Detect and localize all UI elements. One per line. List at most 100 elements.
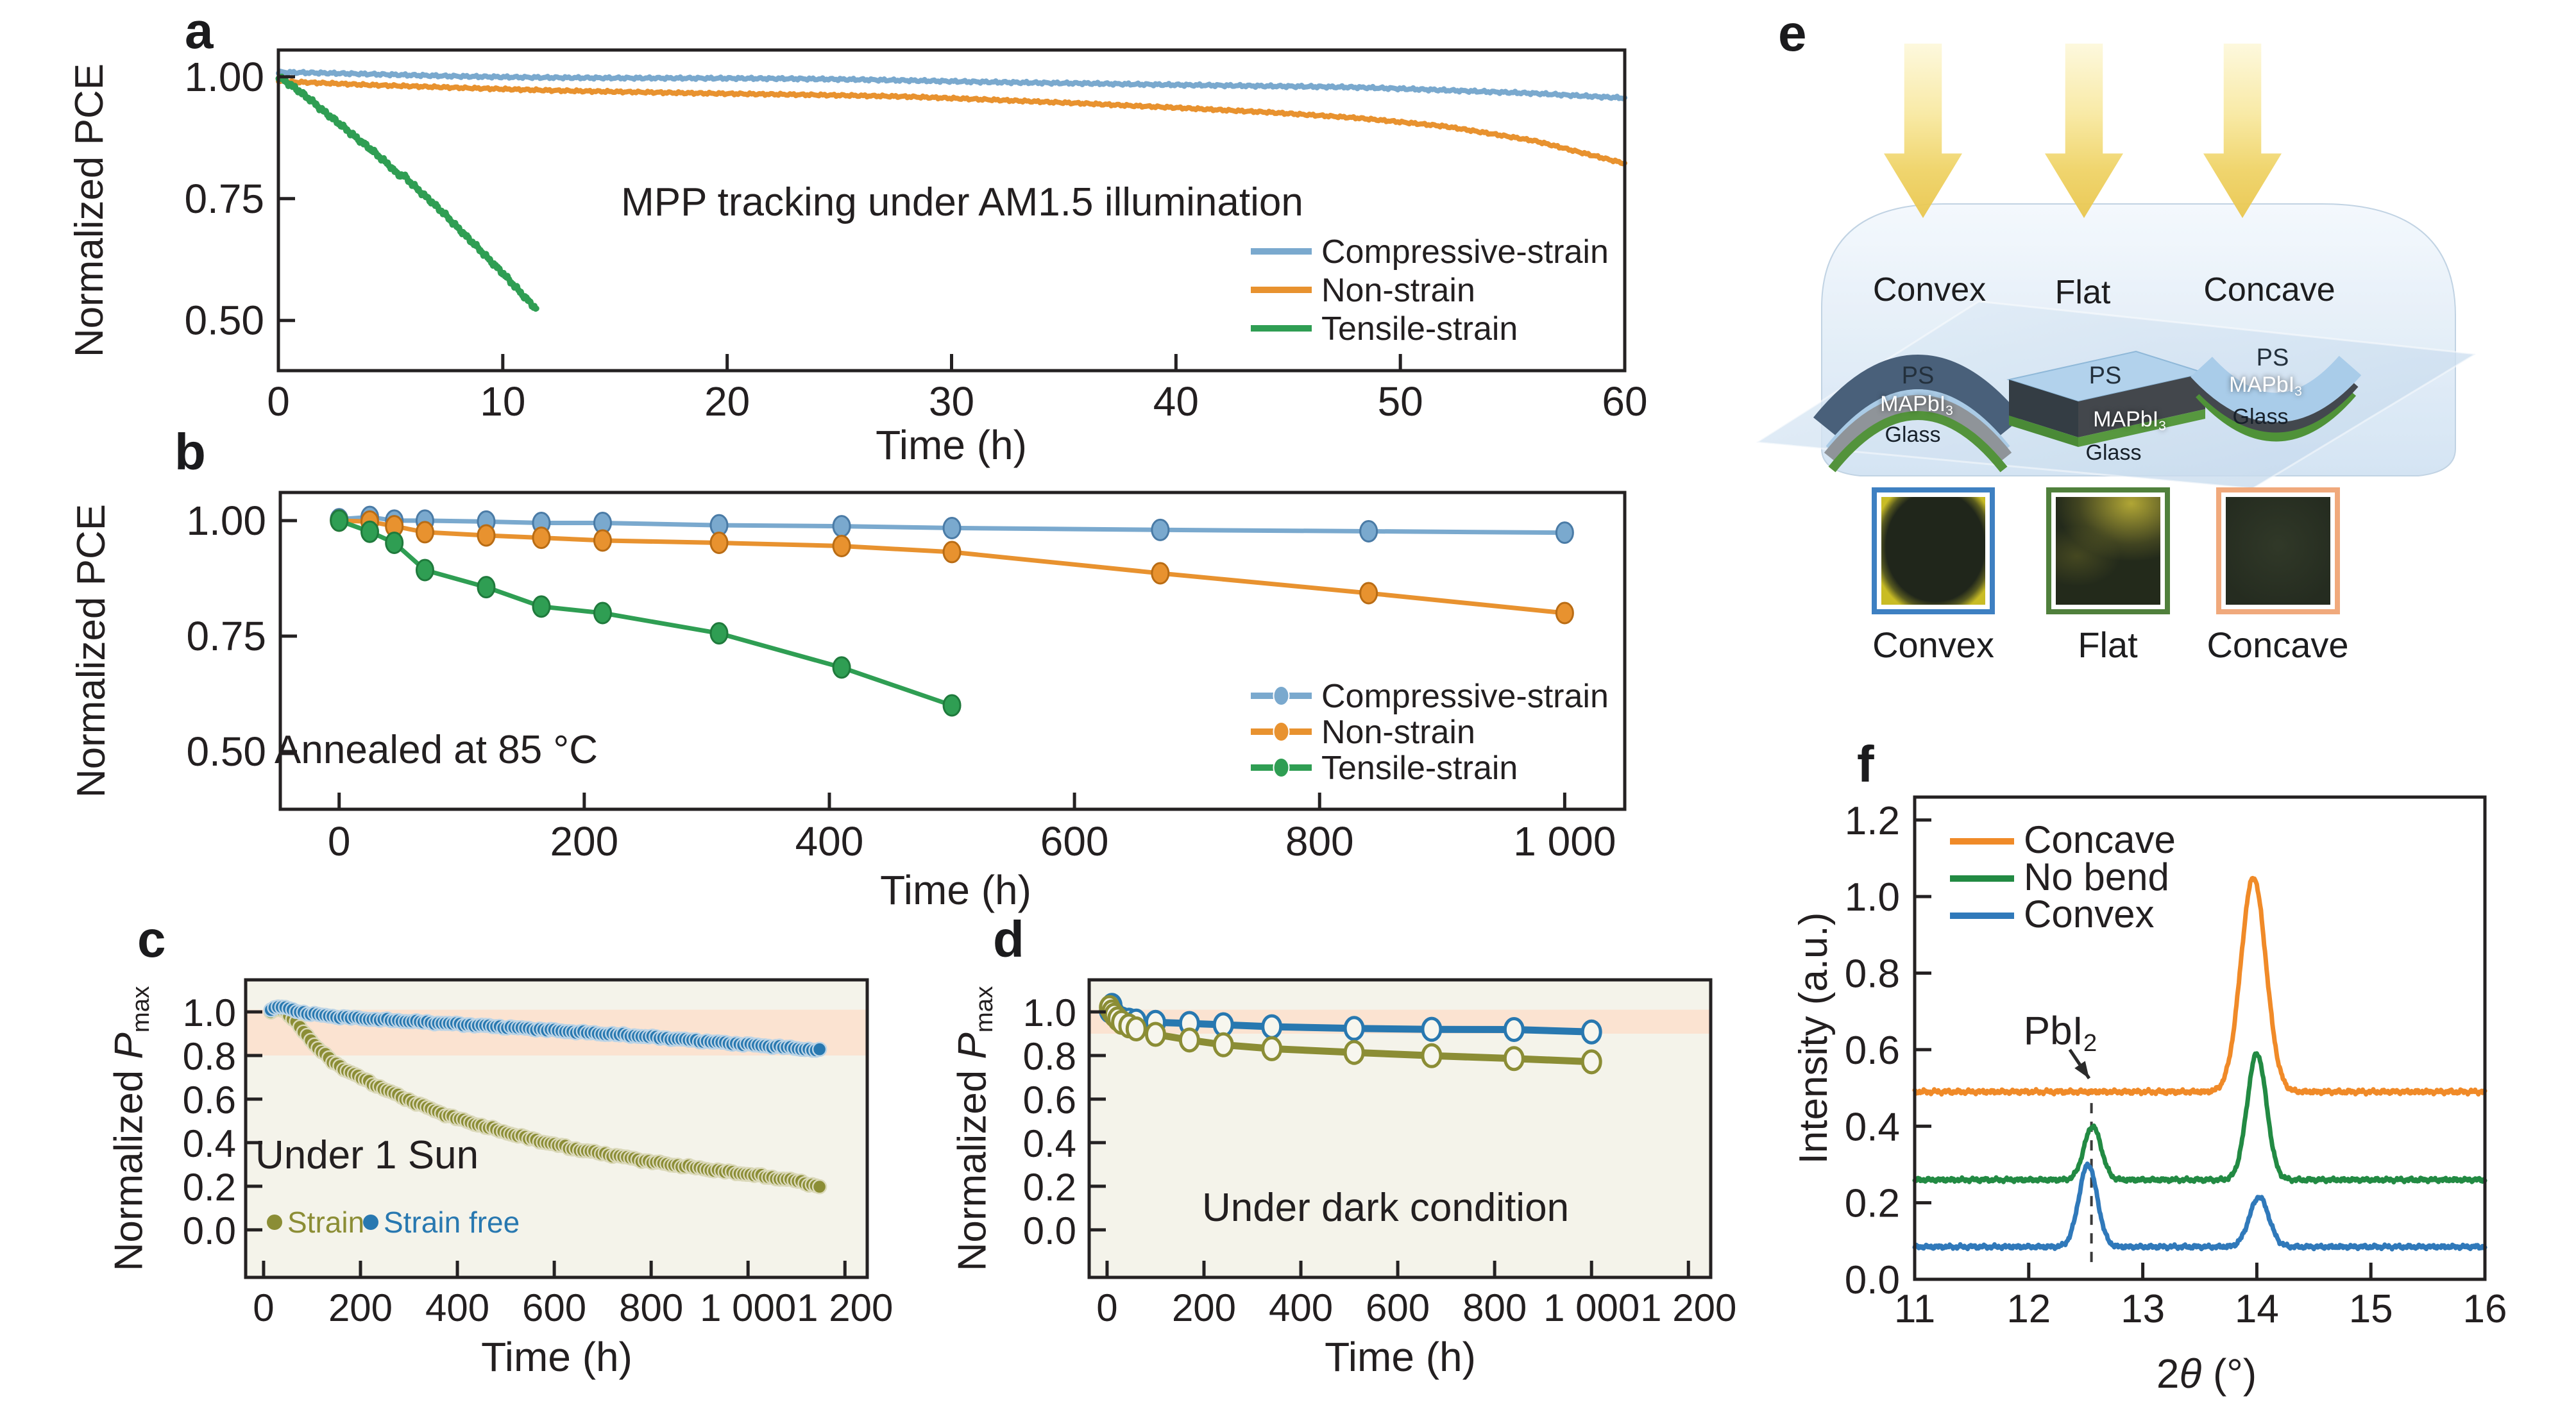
convex-photo-label: Convex [1872, 625, 1994, 665]
y-tick-label: 0.6 [1845, 1029, 1900, 1073]
x-tick-label: 14 [2235, 1287, 2279, 1331]
legend-label: Non-strain [1321, 272, 1475, 309]
series-non-strain [330, 509, 1574, 625]
x-tick-label: 400 [1269, 1286, 1333, 1329]
convex-title: Convex [1872, 271, 1987, 308]
x-tick-label: 20 [704, 378, 750, 425]
x-tick-label: 200 [550, 818, 618, 864]
x-tick-label: 1 000 [1543, 1286, 1640, 1329]
convex-photo [1872, 487, 1995, 614]
concave-ps-label: PS [2256, 344, 2289, 371]
y-tick-label: 0.8 [183, 1035, 236, 1078]
x-tick-label: 600 [1366, 1286, 1430, 1329]
legend-label: No bend [2024, 855, 2169, 898]
x-tick-label: 40 [1153, 378, 1199, 425]
flat-photo-image [2056, 497, 2160, 605]
x-tick-label: 16 [2463, 1287, 2507, 1331]
concave-mapbi-label: MAPbI3 [2229, 373, 2302, 399]
concave-sample [2190, 355, 2362, 442]
x-tick-label: 11 [1894, 1287, 1935, 1331]
axis-label-normalized-pmax-d: Normalized Pmax [950, 986, 999, 1272]
y-tick-label: 0.6 [1023, 1079, 1076, 1122]
axis-label-2theta: 2θ (°) [2156, 1350, 2257, 1397]
y-tick-label: 0.50 [186, 728, 266, 775]
plot-frame [1087, 978, 1713, 1279]
x-tick-label: 0 [253, 1286, 274, 1329]
x-tick-label: 600 [1040, 818, 1109, 864]
y-tick-label: 0.75 [186, 613, 266, 659]
legend-label: Concave [2024, 818, 2176, 861]
y-tick-label: 0.2 [1845, 1182, 1900, 1226]
x-tick-label: 15 [2349, 1287, 2393, 1331]
y-tick-label: 0.0 [183, 1209, 236, 1252]
y-axis-title: Normalized PCE [67, 63, 112, 357]
y-axis-title: Intensity (a.u.) [1792, 913, 1836, 1165]
series-strain-free [263, 999, 827, 1058]
plot-frame [278, 491, 1627, 811]
series-tensile-strain [330, 509, 962, 717]
x-axis-title: Time (h) [1325, 1334, 1476, 1380]
y-tick-label: 1.0 [1845, 875, 1900, 920]
series-convex [1912, 1161, 2487, 1252]
flat-mapbi-label: MAPbI3 [2093, 407, 2166, 433]
y-tick-label: 0.50 [184, 298, 264, 344]
concave-photo-image [2226, 497, 2330, 605]
x-tick-label: 800 [619, 1286, 683, 1329]
plot-frame [1913, 795, 2487, 1281]
x-tick-label: 800 [1285, 818, 1354, 864]
flat-sample [2006, 350, 2208, 447]
y-tick-label: 0.4 [183, 1122, 236, 1165]
y-tick-label: 1.0 [1023, 991, 1076, 1034]
convex-ps-label: PS [1901, 362, 1935, 389]
flat-title: Flat [2055, 274, 2111, 311]
concave-photo-label: Concave [2207, 625, 2349, 665]
pbi2-arrowhead [2074, 1061, 2089, 1079]
x-tick-label: 1 200 [1640, 1286, 1736, 1329]
y-tick-label: 0.2 [183, 1166, 236, 1209]
series-concave [1912, 875, 2487, 1097]
annotation-a: MPP tracking under AM1.5 illumination [621, 180, 1303, 224]
flat-photo [2046, 487, 2170, 614]
y-tick-label: 0.75 [184, 176, 264, 222]
legend-label: Tensile-strain [1321, 310, 1518, 348]
y-tick-label: 0.4 [1023, 1122, 1076, 1165]
convex-mapbi-label: MAPbI3 [1880, 392, 1953, 418]
panel-label-a: a [185, 2, 214, 59]
panel-label-e: e [1778, 4, 1807, 62]
x-tick-label: 1 000 [1513, 818, 1616, 864]
y-tick-label: 0.4 [1845, 1105, 1900, 1149]
plot-frame [276, 48, 1627, 373]
x-tick-label: 800 [1462, 1286, 1527, 1329]
convex-glass-label: Glass [1885, 423, 1941, 447]
legend-marker [1273, 686, 1290, 706]
flat-ps-label: PS [2089, 362, 2122, 389]
x-tick-label: 1 000 [700, 1286, 796, 1329]
annotation-c: Under 1 Sun [255, 1133, 479, 1177]
legend-label: Strain [287, 1206, 364, 1239]
legend-dot [267, 1215, 282, 1230]
y-tick-label: 0.8 [1023, 1035, 1076, 1078]
panel-label-c: c [137, 911, 166, 968]
x-tick-label: 600 [522, 1286, 586, 1329]
x-tick-label: 60 [1602, 378, 1647, 425]
panel-label-f: f [1857, 736, 1874, 793]
legend-label: Tensile-strain [1321, 750, 1518, 787]
concave-glass-label: Glass [2232, 405, 2289, 429]
flat-photo-label: Flat [2078, 625, 2138, 665]
y-axis-title: Normalized PCE [69, 504, 114, 798]
y-tick-label: 0.2 [1023, 1166, 1076, 1209]
series-no-bend [1912, 1051, 2487, 1185]
x-tick-label: 12 [2006, 1287, 2051, 1331]
x-tick-label: 10 [480, 378, 525, 425]
y-tick-label: 1.00 [186, 498, 266, 544]
x-axis-title: Time (h) [880, 867, 1031, 913]
y-tick-label: 0.0 [1845, 1258, 1900, 1302]
x-axis-title: Time (h) [481, 1334, 632, 1380]
convex-photo-image [1881, 497, 1985, 605]
panel-label-b: b [174, 423, 206, 480]
y-tick-label: 1.00 [184, 54, 264, 100]
